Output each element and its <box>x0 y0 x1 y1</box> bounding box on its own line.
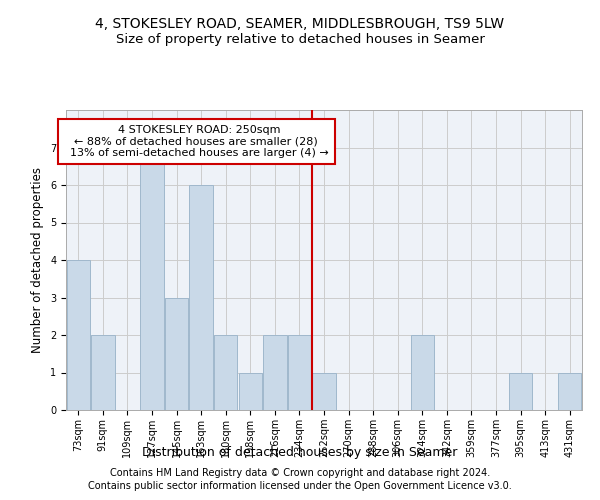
Bar <box>67 260 90 410</box>
Bar <box>263 335 287 410</box>
Bar <box>239 372 262 410</box>
Bar <box>190 185 213 410</box>
Y-axis label: Number of detached properties: Number of detached properties <box>31 167 44 353</box>
Text: Contains public sector information licensed under the Open Government Licence v3: Contains public sector information licen… <box>88 481 512 491</box>
Text: 4 STOKESLEY ROAD: 250sqm
← 88% of detached houses are smaller (28)
  13% of semi: 4 STOKESLEY ROAD: 250sqm ← 88% of detach… <box>64 125 329 158</box>
Bar <box>410 335 434 410</box>
Text: Distribution of detached houses by size in Seamer: Distribution of detached houses by size … <box>142 446 458 459</box>
Text: Size of property relative to detached houses in Seamer: Size of property relative to detached ho… <box>116 32 484 46</box>
Bar <box>509 372 532 410</box>
Text: Contains HM Land Registry data © Crown copyright and database right 2024.: Contains HM Land Registry data © Crown c… <box>110 468 490 477</box>
Bar <box>558 372 581 410</box>
Text: 4, STOKESLEY ROAD, SEAMER, MIDDLESBROUGH, TS9 5LW: 4, STOKESLEY ROAD, SEAMER, MIDDLESBROUGH… <box>95 18 505 32</box>
Bar <box>140 148 164 410</box>
Bar <box>288 335 311 410</box>
Bar <box>165 298 188 410</box>
Bar <box>214 335 238 410</box>
Bar <box>313 372 335 410</box>
Bar <box>91 335 115 410</box>
